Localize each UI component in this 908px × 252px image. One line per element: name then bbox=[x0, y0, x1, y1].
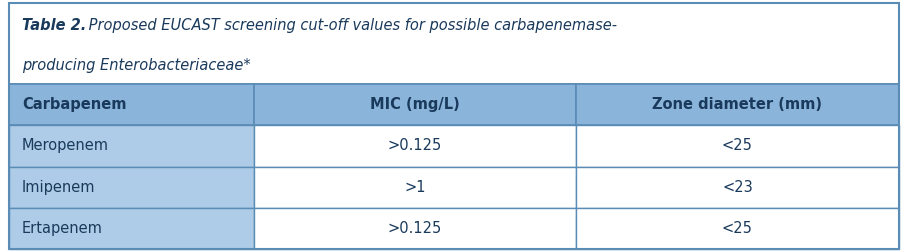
Text: Zone diameter (mm): Zone diameter (mm) bbox=[653, 97, 823, 112]
Text: Ertapenem: Ertapenem bbox=[22, 221, 103, 236]
Bar bbox=[9, 83, 254, 125]
Text: <25: <25 bbox=[722, 221, 753, 236]
Text: Imipenem: Imipenem bbox=[22, 180, 95, 195]
Text: <25: <25 bbox=[722, 138, 753, 153]
Text: producing Enterobacteriaceae*: producing Enterobacteriaceae* bbox=[22, 58, 251, 73]
Text: >0.125: >0.125 bbox=[388, 138, 442, 153]
Bar bbox=[9, 208, 254, 249]
Text: Meropenem: Meropenem bbox=[22, 138, 109, 153]
Bar bbox=[254, 83, 576, 125]
Text: Table 2.: Table 2. bbox=[22, 18, 86, 33]
Text: >0.125: >0.125 bbox=[388, 221, 442, 236]
Bar bbox=[254, 167, 576, 208]
Text: >1: >1 bbox=[404, 180, 426, 195]
Bar bbox=[576, 125, 899, 167]
Bar bbox=[254, 208, 576, 249]
Bar bbox=[576, 167, 899, 208]
Bar bbox=[9, 167, 254, 208]
Text: <23: <23 bbox=[722, 180, 753, 195]
Bar bbox=[9, 125, 254, 167]
Text: Carbapenem: Carbapenem bbox=[22, 97, 126, 112]
Bar bbox=[254, 125, 576, 167]
Bar bbox=[576, 208, 899, 249]
Text: Proposed EUCAST screening cut-off values for possible carbapenemase-: Proposed EUCAST screening cut-off values… bbox=[84, 18, 617, 33]
Text: MIC (mg/L): MIC (mg/L) bbox=[370, 97, 459, 112]
Bar bbox=[576, 83, 899, 125]
Bar bbox=[9, 3, 899, 83]
